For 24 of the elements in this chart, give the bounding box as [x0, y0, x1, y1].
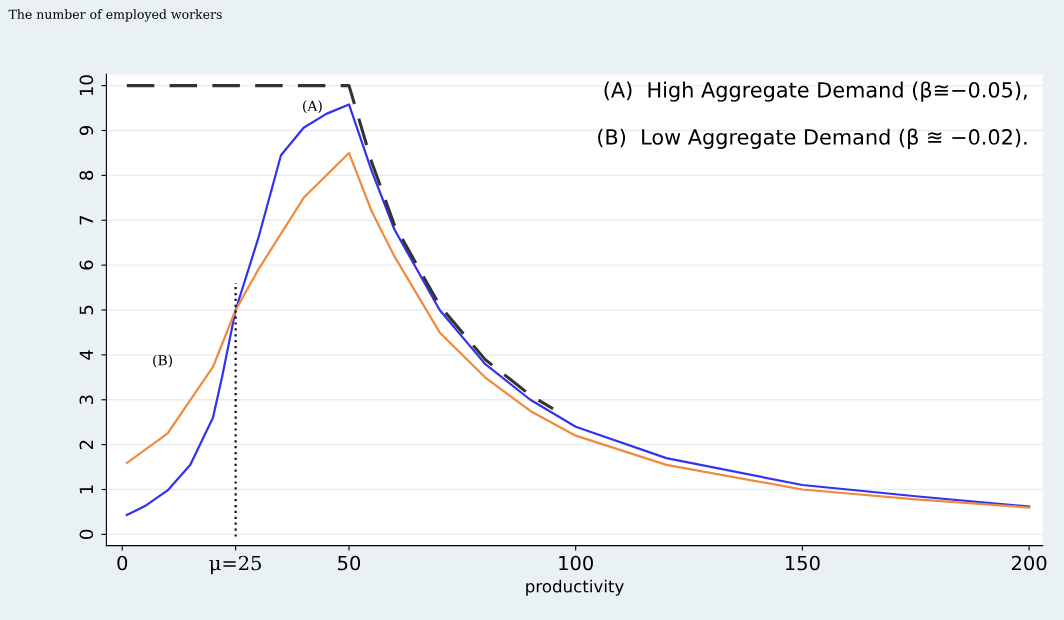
y-axis-title: The number of employed workers [8, 9, 222, 22]
y-tick-label: 3 [79, 395, 94, 405]
y-tick-label: 4 [79, 350, 93, 360]
y-tick-label: 9 [79, 126, 94, 136]
annotation: (A) [303, 100, 322, 114]
line-series [125, 84, 555, 411]
y-tick-label: 6 [79, 260, 94, 270]
x-tick-label: 200 [1011, 555, 1047, 571]
y-tick-label: 2 [79, 440, 93, 450]
y-tick-label: 1 [79, 485, 93, 494]
annotation: (B) Low Aggregate Demand (β ≊ −0.02). [598, 128, 1027, 149]
annotation: (B) [153, 354, 172, 368]
x-tick-label: 50 [338, 555, 361, 571]
x-axis-title: productivity [526, 579, 624, 596]
x-tick-label: 150 [785, 555, 820, 571]
y-tick-label: 7 [79, 216, 93, 225]
y-tick-label: 8 [79, 170, 94, 180]
x-tick-label: 100 [559, 555, 593, 571]
y-tick-label: 5 [79, 305, 94, 315]
x-tick-label: μ=25 [209, 555, 261, 575]
x-tick-label: 0 [117, 555, 128, 571]
annotation: (A) High Aggregate Demand (β≅−0.05), [604, 81, 1027, 102]
y-tick-label: 0 [79, 529, 94, 539]
y-tick-label: 10 [79, 75, 94, 96]
